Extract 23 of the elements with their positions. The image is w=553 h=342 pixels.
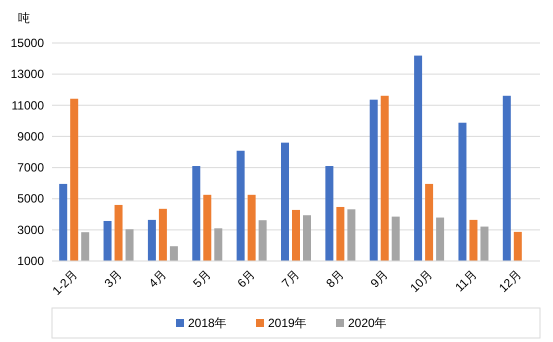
legend-label: 2020年 xyxy=(348,316,387,330)
x-tick-label: 6月 xyxy=(234,267,258,290)
y-tick-label: 9000 xyxy=(17,129,44,144)
x-tick-label: 10月 xyxy=(407,267,436,296)
y-tick-label: 11000 xyxy=(12,98,44,112)
legend-label: 2019年 xyxy=(268,316,307,330)
x-tick-label: 11月 xyxy=(452,267,480,294)
x-tick-label: 3月 xyxy=(102,267,125,290)
x-tick-label: 4月 xyxy=(146,267,170,290)
x-tick-label: 5月 xyxy=(190,267,214,290)
y-tick-label: 15000 xyxy=(10,36,44,50)
y-tick-label: 3000 xyxy=(17,222,44,237)
x-tick-label: 7月 xyxy=(279,267,302,290)
y-tick-label: 5000 xyxy=(17,192,44,206)
x-tick-label: 12月 xyxy=(496,267,524,296)
x-tick-label: 1-2月 xyxy=(50,267,80,298)
y-tick-label: 13000 xyxy=(10,67,44,82)
y-tick-label: 1000 xyxy=(17,254,44,268)
legend-label: 2018年 xyxy=(188,316,227,330)
y-tick-label: 7000 xyxy=(17,160,44,175)
x-tick-label: 8月 xyxy=(323,267,346,290)
y-axis-title: 吨 xyxy=(18,11,30,25)
x-tick-label: 9月 xyxy=(368,267,391,290)
